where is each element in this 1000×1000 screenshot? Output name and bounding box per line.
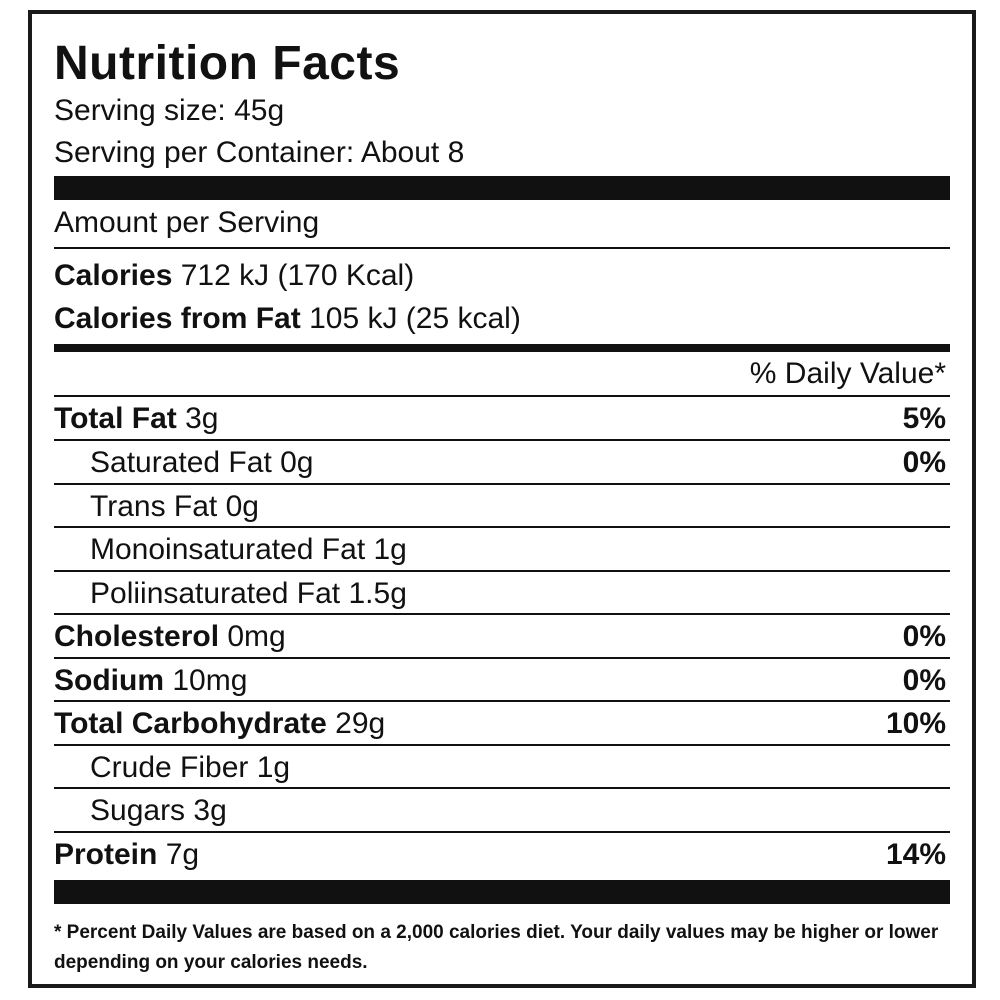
nutrient-amount: 29g [335, 707, 386, 740]
nutrient-label: Trans Fat [90, 490, 218, 523]
nutrient-amount: 1g [373, 533, 407, 566]
nutrient-row-sodium: Sodium 10mg [54, 664, 247, 698]
nutrient-label: Saturated Fat [90, 446, 272, 479]
calories-from-fat-value: 105 kJ (25 kcal) [309, 302, 521, 335]
nutrient-amount: 3g [193, 794, 227, 827]
nutrient-label: Crude Fiber [90, 751, 249, 784]
nutrient-row-total-fat: Total Fat 3g [54, 402, 219, 436]
nutrient-dv: 14% [885, 838, 946, 871]
divider [54, 570, 950, 572]
divider [54, 395, 950, 397]
divider [54, 700, 950, 702]
nutrient-row-crude-fiber: Crude Fiber 1g [90, 751, 290, 785]
nutrient-label: Protein [54, 838, 158, 871]
divider [54, 744, 950, 746]
serving-size: Serving size: 45g [54, 94, 285, 127]
nutrient-label: Sugars [90, 794, 186, 827]
medium-divider [54, 344, 950, 352]
nutrient-dv: 0% [902, 664, 946, 697]
nutrient-label: Total Fat [54, 402, 177, 435]
divider [54, 831, 950, 833]
nutrient-dv: 0% [902, 620, 946, 653]
nutrient-row-total-carbohydrate: Total Carbohydrate 29g [54, 707, 385, 741]
thick-divider [54, 176, 950, 200]
nutrient-row-sugars: Sugars 3g [90, 794, 227, 828]
calories-value: 712 kJ (170 Kcal) [180, 259, 415, 292]
nutrient-row-saturated-fat: Saturated Fat 0g [90, 446, 314, 480]
amount-per-serving: Amount per Serving [54, 206, 320, 239]
nutrient-row-protein: Protein 7g [54, 838, 199, 872]
divider [54, 439, 950, 441]
divider [54, 526, 950, 528]
nutrient-dv: 5% [902, 402, 946, 435]
nutrient-label: Poliinsaturated Fat [90, 577, 341, 610]
nutrient-amount: 7g [165, 838, 200, 871]
calories-from-fat-label: Calories from Fat [54, 302, 301, 335]
divider [54, 483, 950, 485]
calories-label: Calories [54, 259, 173, 292]
nutrient-dv: 0% [902, 446, 946, 479]
divider [54, 787, 950, 789]
nutrition-facts-label: Nutrition Facts Serving size: 45g Servin… [28, 10, 976, 988]
servings-per-container: Serving per Container: About 8 [54, 136, 465, 169]
label-title: Nutrition Facts [54, 37, 401, 90]
divider [54, 247, 950, 249]
nutrient-label: Cholesterol [54, 620, 220, 653]
nutrient-row-poliinsaturated-fat: Poliinsaturated Fat 1.5g [90, 577, 407, 611]
daily-value-header: % Daily Value* [749, 357, 946, 390]
nutrient-amount: 0g [280, 446, 314, 479]
daily-value-footnote: * Percent Daily Values are based on a 2,… [54, 922, 939, 973]
nutrient-amount: 0g [225, 490, 259, 523]
calories-row: Calories 712 kJ (170 Kcal) [54, 259, 414, 293]
nutrient-dv: 10% [885, 707, 946, 740]
divider [54, 613, 950, 615]
nutrient-label: Monoinsaturated Fat [90, 533, 366, 566]
nutrient-label: Total Carbohydrate [54, 707, 327, 740]
nutrient-amount: 1g [256, 751, 291, 784]
nutrient-label: Sodium [54, 664, 164, 697]
nutrient-amount: 10mg [172, 664, 248, 697]
divider [54, 657, 950, 659]
nutrient-amount: 0mg [227, 620, 286, 653]
nutrient-row-trans-fat: Trans Fat 0g [90, 490, 259, 524]
nutrient-amount: 1.5g [348, 577, 407, 610]
calories-from-fat-row: Calories from Fat 105 kJ (25 kcal) [54, 302, 521, 336]
nutrient-row-monoinsaturated-fat: Monoinsaturated Fat 1g [90, 533, 407, 567]
nutrient-row-cholesterol: Cholesterol 0mg [54, 620, 286, 654]
nutrient-amount: 3g [185, 402, 219, 435]
thick-divider [54, 880, 950, 904]
